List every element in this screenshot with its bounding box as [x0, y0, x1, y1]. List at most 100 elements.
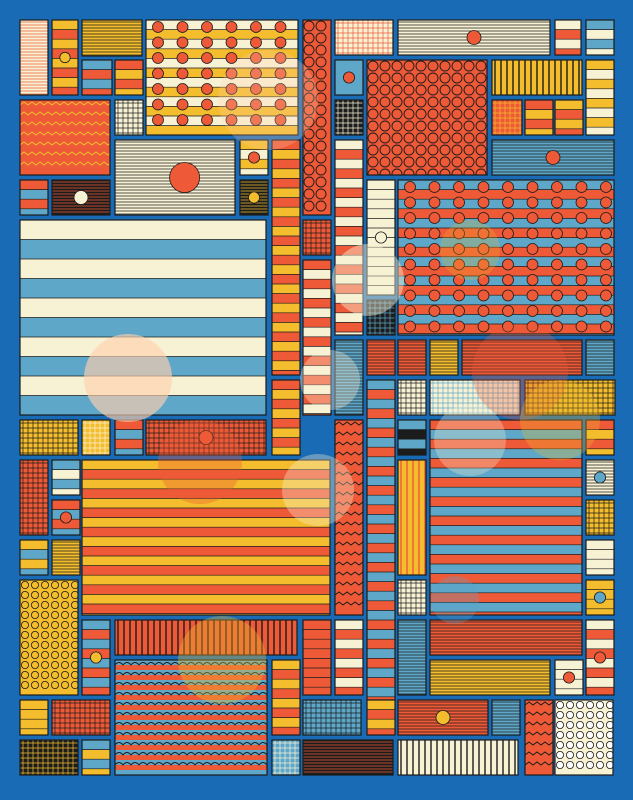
tile-hs — [366, 699, 396, 736]
tile-grid — [491, 99, 523, 136]
tile-hs — [585, 619, 615, 696]
tile-fine — [239, 179, 269, 216]
circle-mark — [374, 231, 387, 244]
tile-fine — [51, 539, 81, 576]
circle-mark — [466, 30, 482, 45]
tile-zig — [19, 99, 111, 176]
tile-hs — [239, 139, 269, 176]
tile-zig — [524, 699, 554, 776]
tile-hs — [271, 139, 301, 376]
tile-fine — [585, 339, 615, 376]
tile-vs — [397, 459, 427, 576]
tile-fine — [334, 339, 364, 416]
tile-wave — [114, 659, 268, 776]
glow-circle — [158, 420, 242, 504]
glow-circle — [434, 404, 506, 476]
glow-circle — [282, 454, 354, 526]
tile-grid — [397, 379, 427, 416]
tile-hs — [585, 579, 615, 616]
tile-hs — [554, 659, 584, 696]
tile-hs — [554, 19, 582, 56]
tile-hs — [397, 179, 615, 336]
tile-dots — [19, 579, 79, 696]
tile-hs — [145, 19, 299, 136]
circle-mark — [198, 430, 214, 445]
tile-vs — [491, 59, 583, 96]
glow-circle — [431, 576, 479, 624]
tile-hs — [585, 19, 615, 56]
tile-fine — [51, 179, 111, 216]
glow-circle — [178, 616, 266, 704]
circle-mark — [563, 671, 576, 684]
tile-grid — [524, 379, 616, 416]
tile-hs — [334, 139, 364, 336]
tile-fine — [491, 699, 521, 736]
tile-hs — [585, 539, 615, 576]
tile-grid — [19, 419, 79, 456]
tile-hs — [585, 59, 615, 136]
tile-fine — [114, 139, 236, 216]
circle-mark — [594, 591, 607, 604]
tile-hs — [114, 59, 144, 96]
tile-grid — [19, 739, 79, 776]
tile-rings — [366, 59, 488, 176]
tile-fine — [429, 339, 459, 376]
glow-circle — [332, 244, 404, 316]
tile-fine — [397, 699, 489, 736]
tile-grid — [334, 99, 364, 136]
tile-hs — [114, 419, 144, 456]
tile-hs — [271, 379, 301, 456]
tile-grid — [302, 219, 332, 256]
circle-mark — [247, 191, 260, 204]
tile-fine — [302, 739, 394, 776]
tile-grid — [302, 699, 362, 736]
tile-hs — [554, 99, 584, 136]
tile-hs — [51, 459, 81, 496]
circle-mark — [73, 190, 89, 205]
circle-mark — [90, 651, 103, 664]
tile-hs — [585, 419, 615, 456]
tile-grid — [81, 419, 111, 456]
tile-grid — [51, 699, 111, 736]
circle-mark — [59, 51, 71, 64]
tile-fine — [397, 339, 427, 376]
tile-grid — [397, 579, 427, 616]
tile-fine — [19, 19, 49, 96]
tile-grid — [334, 19, 394, 56]
tile-hs — [397, 419, 427, 456]
tile-hs — [81, 59, 113, 96]
tile-grid — [271, 739, 301, 776]
tile-hs — [81, 619, 111, 696]
glow-circle — [218, 50, 318, 150]
tile-grid — [429, 379, 521, 416]
tile-grid — [19, 459, 49, 536]
tile-col — [302, 19, 332, 216]
glow-circle — [84, 334, 172, 422]
tile-fine — [397, 19, 551, 56]
tile-hs — [429, 419, 583, 616]
tile-grid — [366, 299, 396, 336]
tile-fine — [585, 459, 615, 496]
tile-hs — [302, 259, 332, 416]
tile-fine — [429, 619, 583, 656]
tile-fine — [429, 659, 551, 696]
tile-hs — [51, 499, 81, 536]
glow-overlays — [84, 50, 600, 704]
glow-circle — [300, 350, 360, 410]
tile-grid — [585, 499, 615, 536]
glow-circle — [520, 380, 600, 460]
glow-circle — [472, 324, 568, 420]
tile-hs — [366, 179, 396, 296]
tile-vs — [397, 739, 519, 776]
circle-mark — [594, 651, 607, 664]
glow-circle — [440, 220, 500, 280]
tile-hs — [19, 699, 49, 736]
circle-mark — [594, 471, 607, 484]
tile-hs — [51, 19, 79, 96]
tile-zig — [334, 419, 364, 616]
tile-hs — [19, 539, 49, 576]
tile-hs — [334, 619, 364, 696]
sun-circle — [169, 162, 201, 193]
tile-hs — [524, 99, 554, 136]
